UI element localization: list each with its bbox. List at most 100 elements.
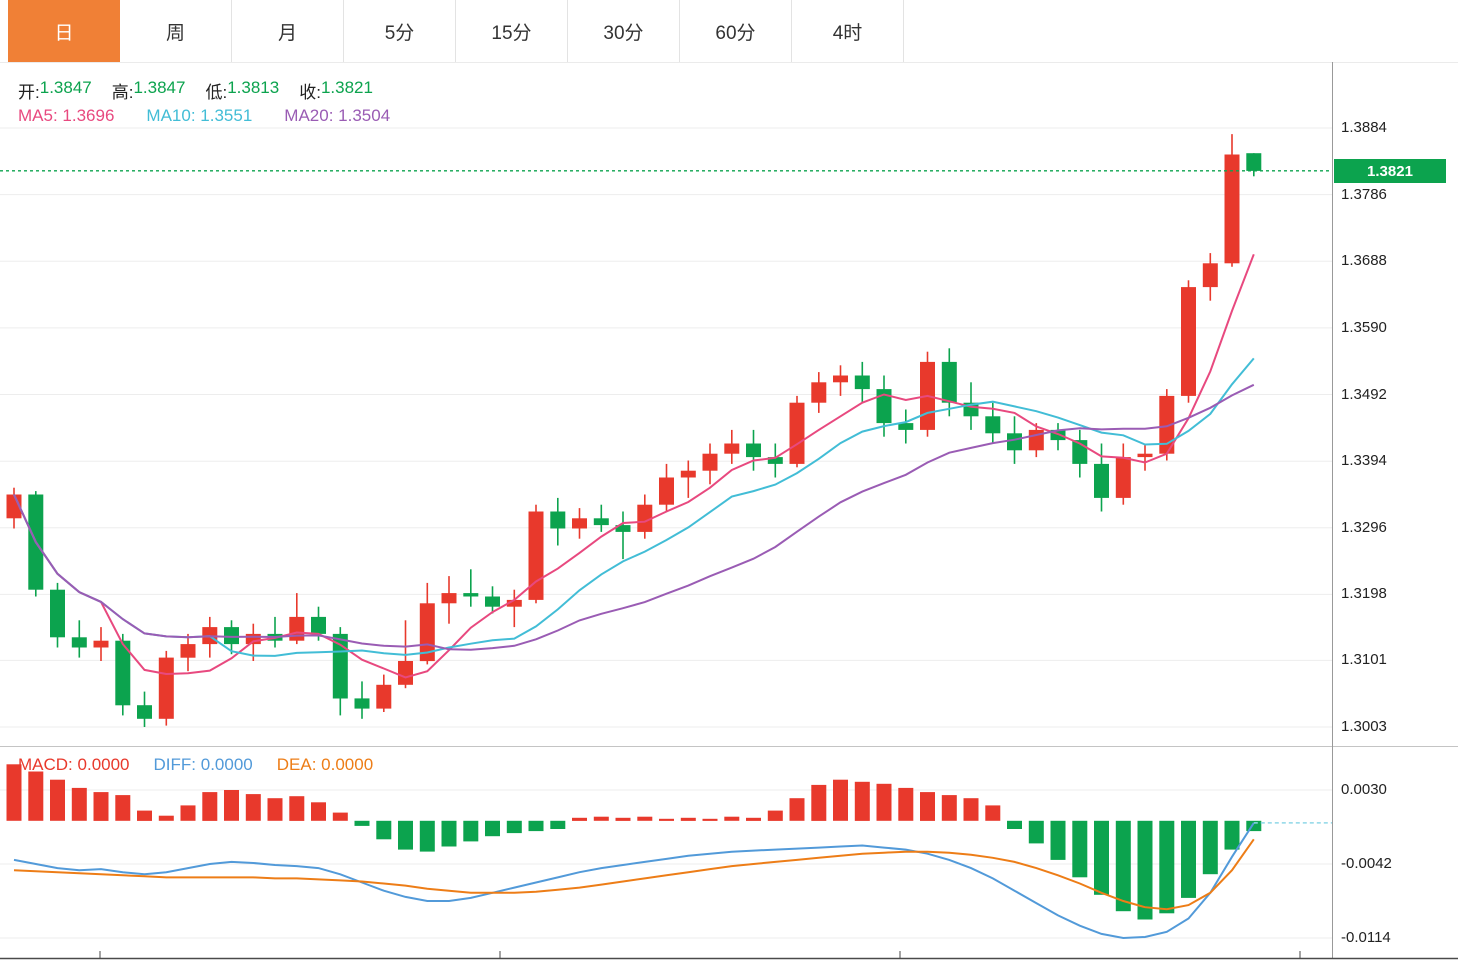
macd-bar xyxy=(876,783,892,821)
macd-bar xyxy=(398,820,413,850)
tab-60min[interactable]: 60分 xyxy=(680,0,792,62)
open-label: 开: xyxy=(18,83,40,102)
tab-day[interactable]: 日 xyxy=(8,0,120,62)
candle-body xyxy=(245,633,261,645)
macd-bar xyxy=(1137,820,1153,920)
candle-body xyxy=(485,596,500,607)
ma10-legend: MA10: 1.3551 xyxy=(146,106,252,126)
tab-4hour[interactable]: 4时 xyxy=(792,0,904,62)
candle-body xyxy=(354,698,370,709)
candle-body xyxy=(441,593,457,604)
ma20-label: MA20: xyxy=(284,106,334,125)
candle-body xyxy=(833,375,848,383)
tab-15min[interactable]: 15分 xyxy=(456,0,568,62)
macd-bar xyxy=(267,798,283,821)
macd-bar xyxy=(833,779,848,821)
candle-body xyxy=(876,389,892,424)
macd-bar xyxy=(311,802,326,821)
macd-bar xyxy=(485,820,500,837)
candle-body xyxy=(1159,395,1175,454)
macd-bar xyxy=(1072,820,1088,878)
macd-value-legend: MACD: 0.0000 xyxy=(18,755,130,775)
macd-bar xyxy=(811,784,827,821)
macd-bar xyxy=(180,805,196,821)
low-label: 低: xyxy=(205,83,228,102)
candle-body xyxy=(1224,154,1240,264)
macd-bar xyxy=(1028,820,1044,844)
candle-body xyxy=(1137,453,1153,458)
macd-bar xyxy=(1202,820,1218,875)
ma5-line xyxy=(13,253,1255,679)
macd-bar xyxy=(898,787,914,821)
macd-bar xyxy=(289,796,305,821)
candle-body xyxy=(789,402,805,464)
close-label: 收: xyxy=(299,83,321,102)
candle-body xyxy=(811,382,827,403)
macd-bar xyxy=(963,798,979,821)
low-value: 1.3813 xyxy=(227,78,280,97)
macd-bar xyxy=(659,818,674,821)
candle-body xyxy=(398,661,413,685)
candle-body xyxy=(572,518,587,529)
macd-bar xyxy=(28,771,44,821)
macd-bar xyxy=(245,794,261,821)
candle-body xyxy=(637,504,653,532)
macd-bar xyxy=(593,816,609,821)
candle-body xyxy=(1246,153,1262,171)
candle-body xyxy=(376,684,392,709)
macd-bar xyxy=(767,810,783,821)
candle-body xyxy=(615,525,631,532)
macd-bar xyxy=(137,810,152,821)
macd-bar xyxy=(441,820,457,847)
macd-bar xyxy=(1159,820,1175,914)
ma10-value: 1.3551 xyxy=(200,106,253,125)
candle-body xyxy=(941,361,957,403)
ohlc-close: 收: 1.3821 xyxy=(299,78,373,103)
tab-month[interactable]: 月 xyxy=(232,0,344,62)
diff-line xyxy=(13,822,1255,940)
candle-body xyxy=(659,477,674,505)
macd-bar xyxy=(202,792,218,821)
candle-body xyxy=(419,603,435,662)
candle-body xyxy=(180,644,196,658)
candle-body xyxy=(115,640,131,706)
diff-value: 0.0000 xyxy=(200,755,253,774)
candle-body xyxy=(506,599,522,607)
macd-bar xyxy=(941,795,957,821)
macd-bar xyxy=(1224,820,1240,850)
ma10-label: MA10: xyxy=(146,106,196,125)
dea-value-legend: DEA: 0.0000 xyxy=(277,755,373,775)
macd-bar xyxy=(463,820,479,842)
tab-30min[interactable]: 30分 xyxy=(568,0,680,62)
ma20-line xyxy=(13,383,1255,651)
ma5-legend: MA5: 1.3696 xyxy=(18,106,114,126)
high-value: 1.3847 xyxy=(133,78,186,97)
candle-body xyxy=(528,511,544,600)
diff-label: DIFF: xyxy=(153,755,197,774)
candle-body xyxy=(767,457,783,464)
macd-bar xyxy=(419,820,435,852)
current-price-badge: 1.3821 xyxy=(1334,159,1446,183)
macd-bar xyxy=(115,795,131,821)
candle-body xyxy=(1202,263,1218,288)
candle-body xyxy=(311,616,326,634)
dea-label: DEA: xyxy=(276,755,317,774)
candle-body xyxy=(593,518,609,526)
dea-line xyxy=(13,838,1255,911)
tab-week[interactable]: 周 xyxy=(120,0,232,62)
macd-bar xyxy=(920,792,935,821)
macd-bar xyxy=(1246,820,1262,832)
candle-body xyxy=(1115,457,1131,498)
candle-body xyxy=(332,633,348,699)
macd-bar xyxy=(1007,820,1022,829)
tab-5min[interactable]: 5分 xyxy=(344,0,456,62)
candle-body xyxy=(50,589,65,638)
candle-body xyxy=(93,640,109,648)
macd-bar xyxy=(550,820,566,829)
macd-bar xyxy=(680,817,696,821)
macd-bar xyxy=(1094,820,1109,895)
candle-body xyxy=(137,705,152,719)
macd-bar xyxy=(158,815,174,821)
